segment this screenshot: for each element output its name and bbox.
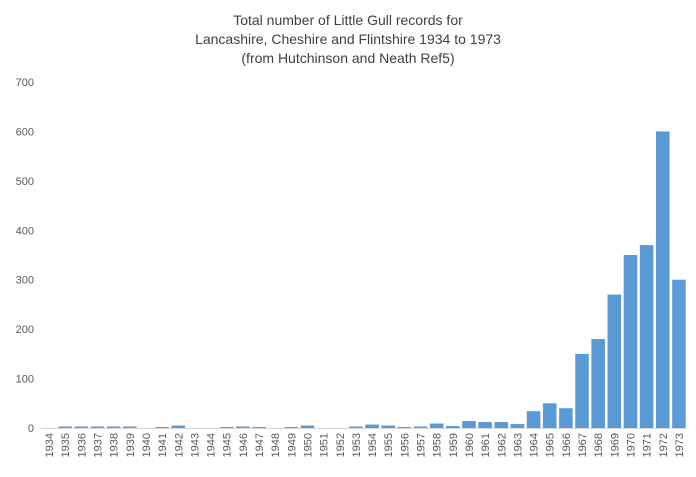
x-tick-label: 1972	[658, 433, 670, 457]
bar-1958	[429, 423, 444, 428]
bar-1971	[639, 245, 654, 428]
x-tick-label: 1967	[577, 433, 589, 457]
chart-title-line-1: Total number of Little Gull records for	[233, 12, 463, 28]
bar-1935	[58, 426, 73, 428]
bar-1936	[74, 426, 89, 428]
bar-1973	[672, 279, 686, 428]
x-tick-label: 1970	[625, 433, 637, 457]
y-tick-label: 300	[16, 275, 34, 287]
x-tick-label: 1952	[335, 433, 347, 457]
x-tick-label: 1955	[383, 433, 395, 457]
bar-1946	[236, 426, 250, 428]
x-tick-label: 1968	[593, 433, 605, 457]
x-tick-label: 1964	[529, 433, 541, 457]
bar-1959	[446, 426, 460, 428]
chart-title-line-2: Lancashire, Cheshire and Flintshire 1934…	[195, 31, 501, 47]
y-tick-label: 500	[16, 176, 34, 188]
bar-1962	[494, 422, 509, 428]
bar-1963	[510, 424, 525, 428]
bar-1942	[171, 425, 186, 428]
bar-1955	[381, 425, 396, 428]
bar-1970	[623, 255, 638, 428]
x-tick-label: 1942	[173, 433, 185, 457]
chart-title-line-3: (from Hutchinson and Neath Ref5)	[241, 50, 455, 66]
bar-1950	[300, 425, 315, 428]
x-tick-label: 1951	[319, 433, 331, 457]
x-tick-label: 1959	[448, 433, 460, 457]
x-tick-label: 1950	[302, 433, 314, 457]
y-tick-label: 400	[16, 225, 34, 237]
bar-1969	[607, 294, 622, 428]
y-tick-label: 100	[16, 374, 34, 386]
y-tick-label: 0	[28, 423, 34, 435]
y-axis: 0 100 200 300 400 500 600 700	[16, 77, 34, 435]
x-tick-label: 1941	[157, 433, 169, 457]
x-tick-label: 1961	[480, 433, 492, 457]
x-tick-label: 1956	[399, 433, 411, 457]
x-tick-label: 1935	[60, 433, 72, 457]
x-tick-label: 1965	[545, 433, 557, 457]
bar-1947	[252, 427, 266, 428]
bar-1941	[155, 427, 169, 428]
bar-1956	[397, 427, 412, 428]
x-tick-label: 1963	[512, 433, 524, 457]
bar-1964	[526, 411, 541, 428]
x-tick-label: 1969	[609, 433, 621, 457]
bar-1939	[123, 426, 137, 428]
x-tick-label: 1934	[44, 433, 56, 457]
x-tick-label: 1958	[432, 433, 444, 457]
x-tick-label: 1954	[367, 433, 379, 457]
bar-1968	[591, 339, 605, 428]
x-tick-label: 1962	[496, 433, 508, 457]
x-tick-label: 1966	[561, 433, 573, 457]
y-tick-label: 700	[16, 77, 34, 89]
x-tick-label: 1957	[416, 433, 428, 457]
x-tick-label: 1946	[238, 433, 250, 457]
bar-1953	[349, 426, 363, 428]
bar-series	[58, 131, 686, 428]
bar-1967	[575, 353, 589, 428]
bar-1954	[365, 424, 379, 428]
bar-1949	[284, 427, 299, 428]
x-axis: 1934 1935 1936 1937 1938 1939 1940 1941 1942 1943…	[44, 433, 686, 457]
bar-1960	[462, 421, 476, 428]
x-tick-label: 1973	[674, 433, 686, 457]
bar-1945	[219, 427, 234, 428]
x-tick-label: 1945	[222, 433, 234, 457]
x-tick-label: 1947	[254, 433, 266, 457]
y-tick-label: 200	[16, 324, 34, 336]
bar-1938	[106, 426, 121, 428]
x-tick-label: 1937	[93, 433, 105, 457]
x-tick-label: 1948	[270, 433, 282, 457]
x-tick-label: 1943	[189, 433, 201, 457]
x-tick-label: 1939	[125, 433, 137, 457]
bar-1961	[478, 422, 492, 428]
x-tick-label: 1936	[76, 433, 88, 457]
x-tick-label: 1938	[109, 433, 121, 457]
x-tick-label: 1949	[286, 433, 298, 457]
x-tick-label: 1944	[206, 433, 218, 457]
bar-1937	[90, 426, 105, 428]
bar-1966	[559, 408, 573, 428]
y-tick-label: 600	[16, 126, 34, 138]
bar-1957	[413, 426, 428, 428]
bar-1972	[655, 131, 670, 428]
bar-1965	[542, 403, 557, 428]
x-tick-label: 1971	[642, 433, 654, 457]
x-tick-label: 1960	[464, 433, 476, 457]
x-tick-label: 1953	[351, 433, 363, 457]
x-tick-label: 1940	[141, 433, 153, 457]
